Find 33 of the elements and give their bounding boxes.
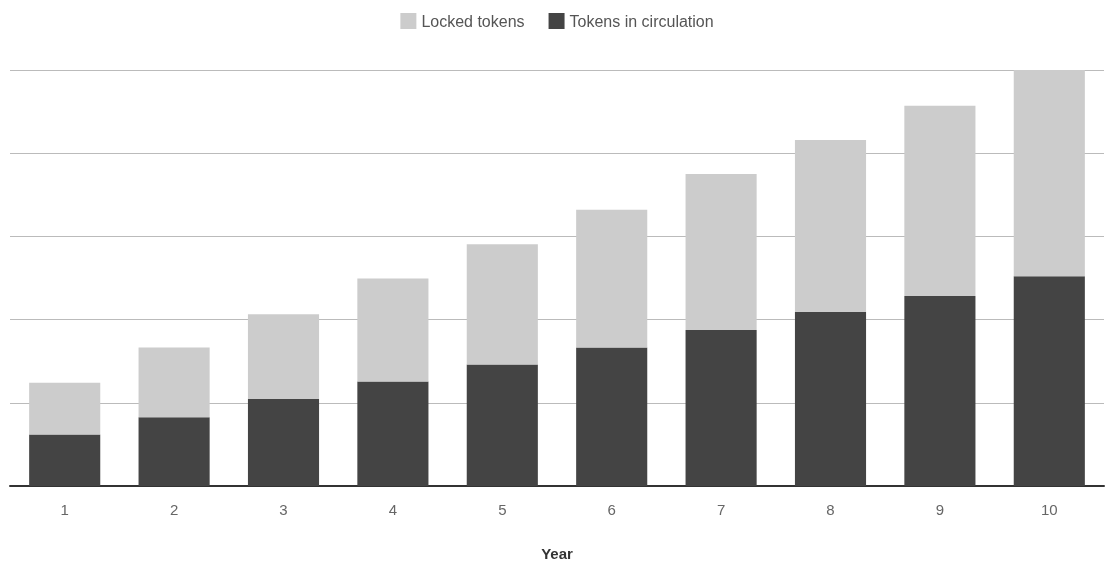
bar bbox=[357, 381, 429, 486]
legend-label: Tokens in circulation bbox=[569, 12, 714, 30]
bar bbox=[1013, 70, 1085, 277]
x-tick-label: 7 bbox=[716, 501, 726, 518]
bar bbox=[794, 139, 867, 312]
bar bbox=[138, 347, 210, 418]
bar bbox=[138, 417, 210, 486]
bar bbox=[904, 295, 976, 486]
bar bbox=[29, 434, 101, 486]
x-tick-label: 9 bbox=[935, 501, 945, 518]
bar bbox=[576, 209, 648, 348]
x-tick-label: 3 bbox=[279, 501, 288, 518]
bar bbox=[29, 382, 101, 435]
x-tick-label: 5 bbox=[498, 501, 507, 518]
bar bbox=[1013, 276, 1085, 486]
bar bbox=[247, 399, 320, 486]
bar bbox=[466, 364, 538, 486]
x-tick-label: 8 bbox=[826, 501, 835, 518]
bar bbox=[247, 314, 320, 400]
x-tick-label: 2 bbox=[169, 501, 179, 518]
x-tick-label: 4 bbox=[388, 501, 398, 518]
x-tick-label: 6 bbox=[607, 501, 616, 518]
x-tick-label: 10 bbox=[1040, 501, 1058, 518]
bar bbox=[794, 311, 867, 486]
bar bbox=[357, 278, 429, 382]
bar bbox=[466, 244, 538, 365]
x-tick-label: 1 bbox=[60, 501, 69, 518]
bar bbox=[685, 174, 757, 330]
x-axis-title: Year bbox=[541, 545, 574, 562]
legend-label: Locked tokens bbox=[421, 12, 525, 30]
bar bbox=[685, 330, 757, 486]
bar bbox=[576, 347, 648, 486]
bar bbox=[904, 105, 976, 296]
